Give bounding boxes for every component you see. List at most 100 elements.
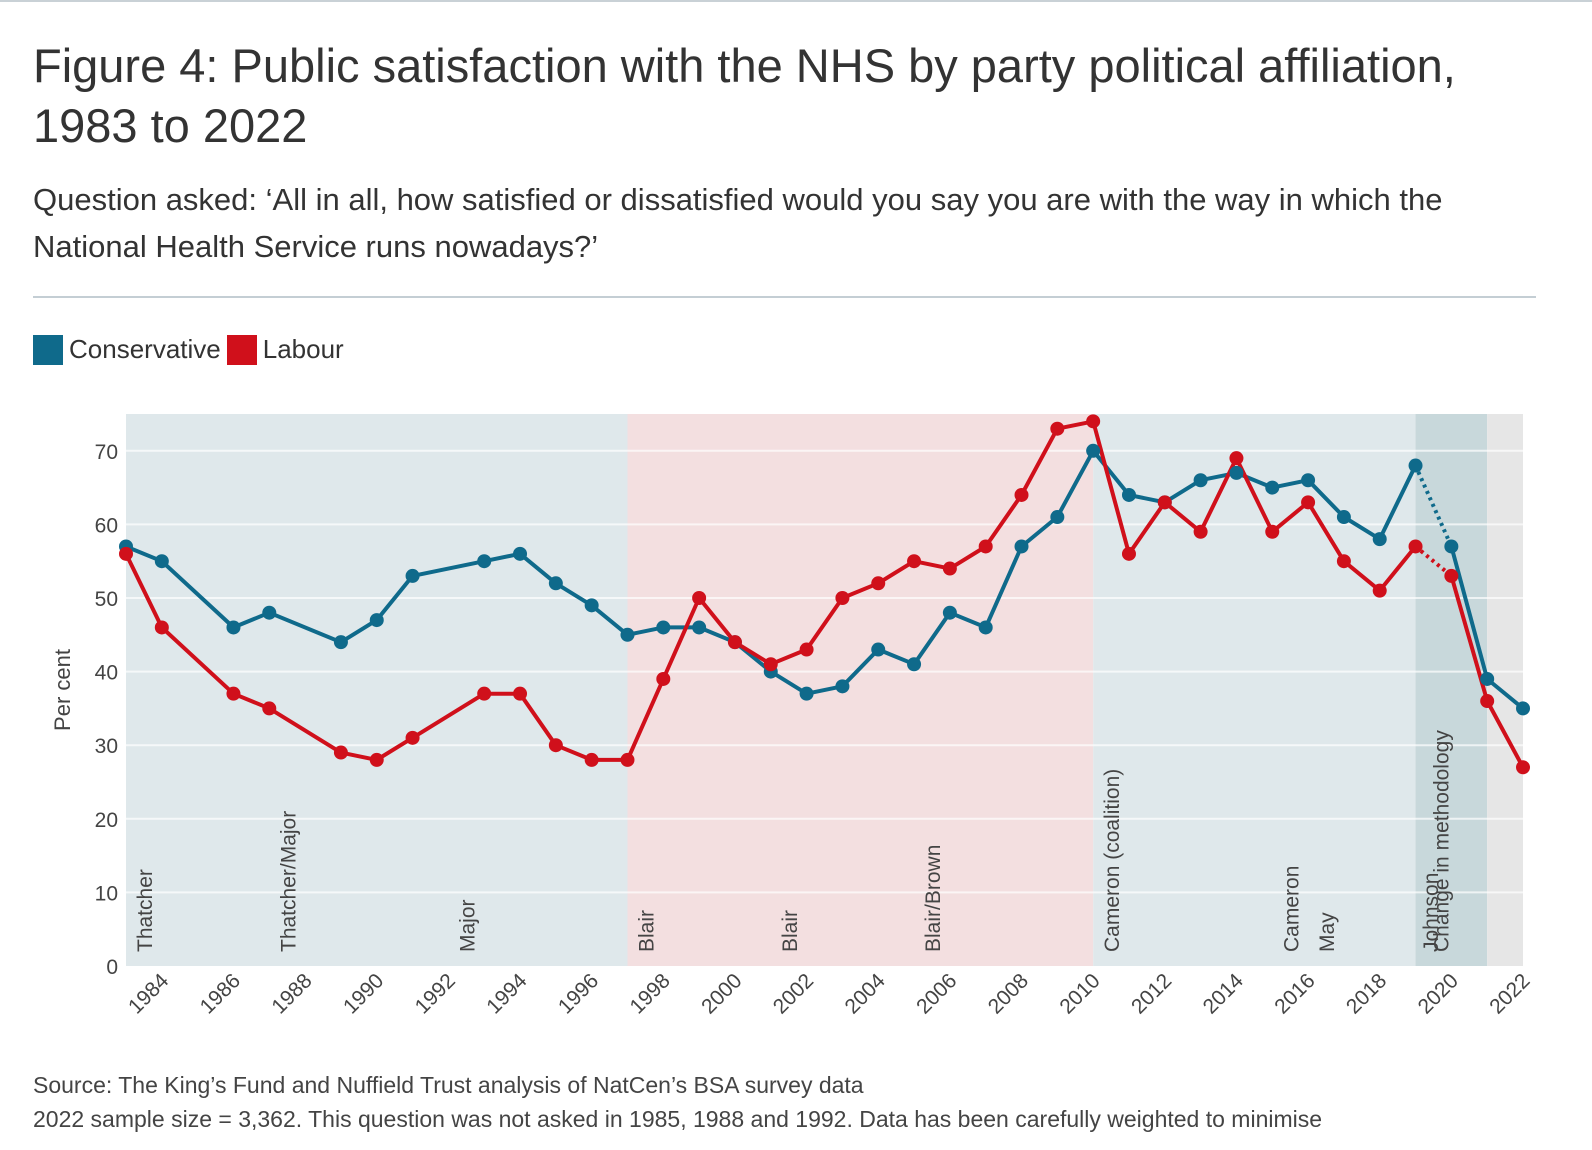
point-conservative-1993 <box>477 554 492 569</box>
x-tick-2022: 2022 <box>1485 969 1534 1018</box>
annotation-3: Blair <box>635 910 658 952</box>
point-labour-1994 <box>513 686 528 701</box>
point-labour-2017 <box>1336 554 1351 569</box>
x-tick-1994: 1994 <box>482 969 532 1019</box>
x-tick-1988: 1988 <box>267 969 316 1018</box>
point-labour-2015 <box>1265 524 1280 539</box>
point-labour-1987 <box>262 701 277 716</box>
x-tick-2020: 2020 <box>1414 969 1463 1018</box>
x-tick-1986: 1986 <box>196 969 245 1018</box>
point-labour-2006 <box>942 561 957 576</box>
legend-label-conservative: Conservative <box>69 334 221 364</box>
y-tick-70: 70 <box>95 441 118 464</box>
y-tick-40: 40 <box>95 662 118 685</box>
x-tick-1992: 1992 <box>411 969 460 1018</box>
point-labour-2012 <box>1157 495 1172 510</box>
point-labour-2016 <box>1301 495 1316 510</box>
annotation-5: Blair/Brown <box>922 845 945 952</box>
y-tick-30: 30 <box>95 735 118 758</box>
point-conservative-2016 <box>1301 473 1316 488</box>
band-0 <box>126 414 628 966</box>
point-labour-1993 <box>477 686 492 701</box>
y-axis-label: Per cent <box>50 649 75 731</box>
point-labour-2005 <box>907 554 922 569</box>
legend-swatch-labour <box>226 334 257 365</box>
point-labour-2011 <box>1121 546 1136 561</box>
point-conservative-1997 <box>620 627 635 642</box>
chart-title: Figure 4: Public satisfaction with the N… <box>33 39 1456 152</box>
point-labour-1991 <box>405 730 420 745</box>
point-conservative-1991 <box>405 568 420 583</box>
point-labour-2013 <box>1193 524 1208 539</box>
x-tick-2010: 2010 <box>1055 969 1104 1018</box>
point-labour-2000 <box>727 635 742 650</box>
series-points <box>119 414 1530 775</box>
annotation-4: Blair <box>779 910 802 952</box>
legend-item-conservative[interactable]: Conservative <box>33 334 221 365</box>
annotation-1: Thatcher/Major <box>277 811 300 952</box>
point-labour-2018 <box>1372 583 1387 598</box>
top-rule <box>0 0 1592 2</box>
point-conservative-2011 <box>1121 487 1136 502</box>
x-tick-1998: 1998 <box>626 969 675 1018</box>
x-tick-2004: 2004 <box>840 969 890 1019</box>
annotation-0: Thatcher <box>134 869 157 952</box>
x-tick-2008: 2008 <box>984 969 1033 1018</box>
point-labour-2014 <box>1229 451 1244 466</box>
source-notes: Source: The King’s Fund and Nuffield Tru… <box>33 1068 1573 1136</box>
x-tick-2006: 2006 <box>912 969 961 1018</box>
point-conservative-1996 <box>584 598 599 613</box>
gridlines <box>126 449 1523 894</box>
point-conservative-2018 <box>1372 532 1387 547</box>
annotation-6: Cameron (coalition) <box>1101 769 1124 952</box>
point-conservative-1986 <box>226 620 241 635</box>
line-labour-pre <box>124 419 1418 762</box>
annotation-9: Johnson <box>1420 873 1443 952</box>
point-labour-1983 <box>119 546 133 561</box>
x-tick-1990: 1990 <box>339 969 388 1018</box>
x-tick-1984: 1984 <box>124 969 174 1019</box>
source-line: Source: The King’s Fund and Nuffield Tru… <box>33 1072 864 1098</box>
point-conservative-2004 <box>871 642 886 657</box>
point-labour-1999 <box>692 591 707 605</box>
point-conservative-1994 <box>513 546 528 561</box>
point-labour-2021 <box>1480 694 1495 709</box>
point-conservative-1998 <box>656 620 671 635</box>
annotation-2: Major <box>456 899 479 952</box>
line-chart: Thatcher Thatcher/Major Major Blair Blair Bla… <box>50 414 1535 1019</box>
y-tick-20: 20 <box>95 809 118 832</box>
y-tick-0: 0 <box>106 956 118 979</box>
y-tick-50: 50 <box>95 588 118 611</box>
line-labour-dotted <box>1414 544 1453 578</box>
annotation-8: May <box>1316 912 1339 952</box>
chart-subtitle: Question asked: ‘All in all, how satisfi… <box>33 182 1443 264</box>
pm-annotations: Thatcher Thatcher/Major Major Blair Blair Bla… <box>134 730 1454 952</box>
legend-item-labour[interactable]: Labour <box>226 334 344 365</box>
x-tick-2002: 2002 <box>769 969 818 1018</box>
point-labour-1986 <box>226 686 241 701</box>
header-divider <box>33 296 1536 298</box>
point-conservative-2008 <box>1014 539 1029 554</box>
point-labour-1990 <box>369 752 384 767</box>
point-labour-2020 <box>1444 568 1459 583</box>
sample-note: 2022 sample size = 3,362. This question … <box>33 1106 1323 1132</box>
point-conservative-1990 <box>369 613 384 628</box>
point-labour-1989 <box>333 745 348 760</box>
legend-label-labour: Labour <box>262 334 344 364</box>
line-conservative-pre <box>125 448 1418 696</box>
point-labour-2019 <box>1408 539 1423 554</box>
annotation-7: Cameron <box>1280 866 1303 952</box>
point-conservative-1995 <box>548 576 563 591</box>
x-tick-2014: 2014 <box>1199 969 1249 1019</box>
band-3 <box>1415 414 1488 966</box>
point-labour-2007 <box>978 539 993 554</box>
point-conservative-2014 <box>1229 465 1244 480</box>
point-conservative-1984 <box>154 554 169 569</box>
point-labour-2001 <box>763 657 778 672</box>
x-tick-2018: 2018 <box>1342 969 1391 1018</box>
point-conservative-2002 <box>799 686 814 701</box>
x-tick-1996: 1996 <box>554 969 603 1018</box>
annotation-10: Change in methodology <box>1431 730 1454 952</box>
point-conservative-1989 <box>333 635 348 650</box>
point-conservative-2010 <box>1086 443 1101 458</box>
